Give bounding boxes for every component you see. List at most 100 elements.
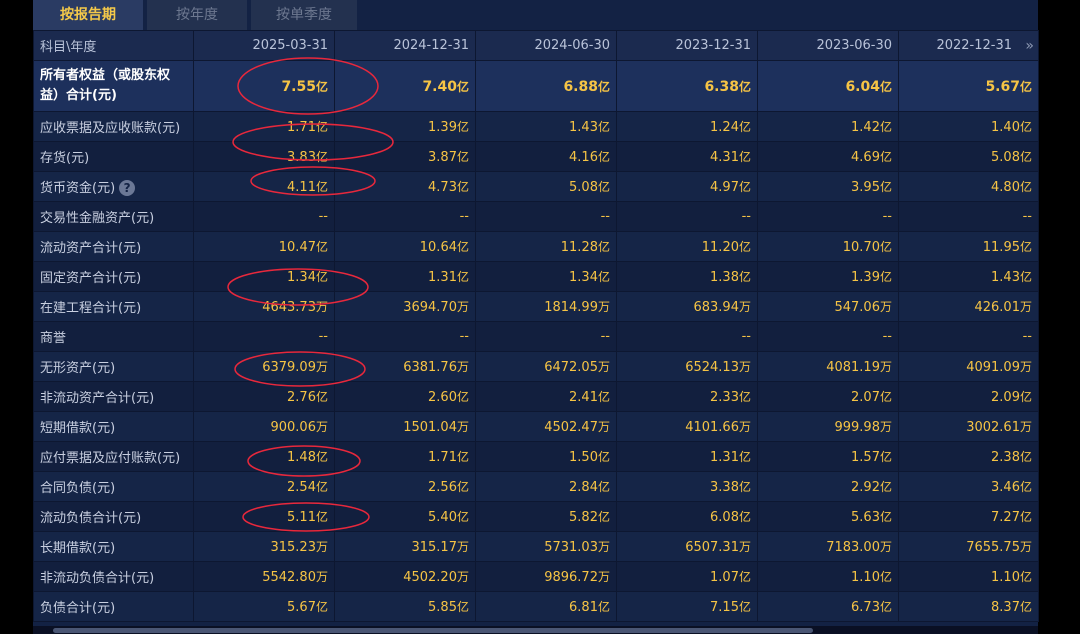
value-number: 6524.13	[685, 360, 739, 375]
value-number: --	[459, 209, 469, 224]
row-label-text: 商誉	[40, 331, 67, 346]
value-unit: 亿	[738, 150, 751, 164]
value-number: 1.10	[991, 570, 1020, 585]
row-label-text: 固定资产合计(元)	[40, 271, 142, 286]
value-cell: 6507.31万	[616, 531, 758, 562]
table-row: 在建工程合计(元) 4643.73万 3694.70万 1814.99万 683.94万…	[33, 291, 1039, 322]
tab-annual[interactable]: 按年度	[147, 0, 247, 30]
value-cell: 2.92亿	[757, 471, 899, 502]
value-unit: 亿	[738, 480, 751, 494]
value-number: 7.40	[422, 78, 457, 95]
value-unit: 亿	[1019, 270, 1032, 284]
double-chevron-right-icon[interactable]: »	[1025, 38, 1034, 54]
value-number: 2.41	[569, 390, 598, 405]
value-cell: 3694.70万	[334, 291, 476, 322]
value-cell: 7.55亿	[193, 60, 335, 112]
tab-single-quarter[interactable]: 按单季度	[251, 0, 357, 30]
value-cell: 4.16亿	[475, 141, 617, 172]
value-unit: 亿	[1019, 180, 1032, 194]
value-unit: 亿	[597, 450, 610, 464]
value-unit: 亿	[1019, 480, 1032, 494]
value-cell: 1.40亿	[898, 111, 1039, 142]
tab-report-period[interactable]: 按报告期	[33, 0, 143, 30]
value-number: 1.71	[428, 450, 457, 465]
table-row: 应收票据及应收账款(元) 1.71亿 1.39亿 1.43亿 1.24亿 1.42亿 1.4…	[33, 111, 1039, 142]
scrollbar-thumb[interactable]	[53, 628, 813, 633]
value-cell: 6.88亿	[475, 60, 617, 112]
header-period-text: 2022-12-31	[936, 38, 1012, 53]
value-number: 1.07	[710, 570, 739, 585]
value-cell: 4.97亿	[616, 171, 758, 202]
header-period: 2022-12-31 »	[898, 30, 1039, 61]
row-label: 流动负债合计(元)	[33, 501, 194, 532]
value-cell: 547.06万	[757, 291, 899, 322]
value-unit: 亿	[315, 390, 328, 404]
value-cell: --	[898, 321, 1039, 352]
value-unit: 万	[597, 420, 610, 434]
value-cell: 11.28亿	[475, 231, 617, 262]
value-unit: 亿	[456, 79, 469, 94]
value-number: 547.06	[834, 300, 880, 315]
value-unit: 亿	[456, 510, 469, 524]
value-cell: --	[616, 201, 758, 232]
horizontal-scrollbar[interactable]	[33, 626, 1038, 634]
value-cell: --	[616, 321, 758, 352]
value-number: 6.81	[569, 600, 598, 615]
header-label: 科目\年度	[33, 30, 194, 61]
help-icon[interactable]: ?	[119, 180, 136, 197]
value-number: 6472.05	[544, 360, 598, 375]
value-number: 1.31	[428, 270, 457, 285]
value-number: 10.70	[842, 240, 880, 255]
value-unit: 亿	[456, 600, 469, 614]
table-row: 应付票据及应付账款(元) 1.48亿 1.71亿 1.50亿 1.31亿 1.57亿 2.3…	[33, 441, 1039, 472]
value-number: 1.42	[851, 120, 880, 135]
value-unit: 亿	[456, 390, 469, 404]
row-label: 应收票据及应收账款(元)	[33, 111, 194, 142]
value-number: 1.24	[710, 120, 739, 135]
value-unit: 万	[738, 420, 751, 434]
value-number: 6507.31	[685, 540, 739, 555]
row-label: 应付票据及应付账款(元)	[33, 441, 194, 472]
row-label: 负债合计(元)	[33, 591, 194, 622]
value-cell: 6.08亿	[616, 501, 758, 532]
value-unit: 万	[879, 540, 892, 554]
value-cell: 6472.05万	[475, 351, 617, 382]
value-number: --	[600, 329, 610, 344]
value-cell: 2.54亿	[193, 471, 335, 502]
value-cell: 1.24亿	[616, 111, 758, 142]
value-unit: 亿	[597, 480, 610, 494]
value-cell: 5.11亿	[193, 501, 335, 532]
value-cell: 10.70亿	[757, 231, 899, 262]
value-unit: 亿	[738, 600, 751, 614]
value-unit: 亿	[738, 180, 751, 194]
value-cell: 2.09亿	[898, 381, 1039, 412]
row-label-text: 货币资金(元)	[40, 180, 116, 196]
value-cell: 11.20亿	[616, 231, 758, 262]
value-cell: 5.08亿	[475, 171, 617, 202]
value-unit: 亿	[1019, 600, 1032, 614]
value-unit: 万	[456, 360, 469, 374]
value-number: 1.38	[710, 270, 739, 285]
value-number: 1.48	[287, 450, 316, 465]
value-cell: 7655.75万	[898, 531, 1039, 562]
header-period: 2025-03-31	[193, 30, 335, 61]
table-row: 固定资产合计(元) 1.34亿 1.31亿 1.34亿 1.38亿 1.39亿 1.43亿	[33, 261, 1039, 292]
value-number: --	[741, 329, 751, 344]
value-number: 5.63	[851, 510, 880, 525]
value-cell: 1.71亿	[193, 111, 335, 142]
value-unit: 亿	[315, 480, 328, 494]
value-unit: 亿	[738, 120, 751, 134]
value-cell: 6379.09万	[193, 351, 335, 382]
value-number: 1.50	[569, 450, 598, 465]
value-number: 2.38	[991, 450, 1020, 465]
value-cell: 6.81亿	[475, 591, 617, 622]
value-number: 6379.09	[262, 360, 316, 375]
value-number: --	[1022, 209, 1032, 224]
value-number: 1.40	[991, 120, 1020, 135]
value-number: 900.06	[270, 420, 316, 435]
value-number: 2.84	[569, 480, 598, 495]
value-unit: 亿	[1019, 570, 1032, 584]
value-unit: 亿	[315, 180, 328, 194]
value-cell: 1501.04万	[334, 411, 476, 442]
header-period: 2023-12-31	[616, 30, 758, 61]
